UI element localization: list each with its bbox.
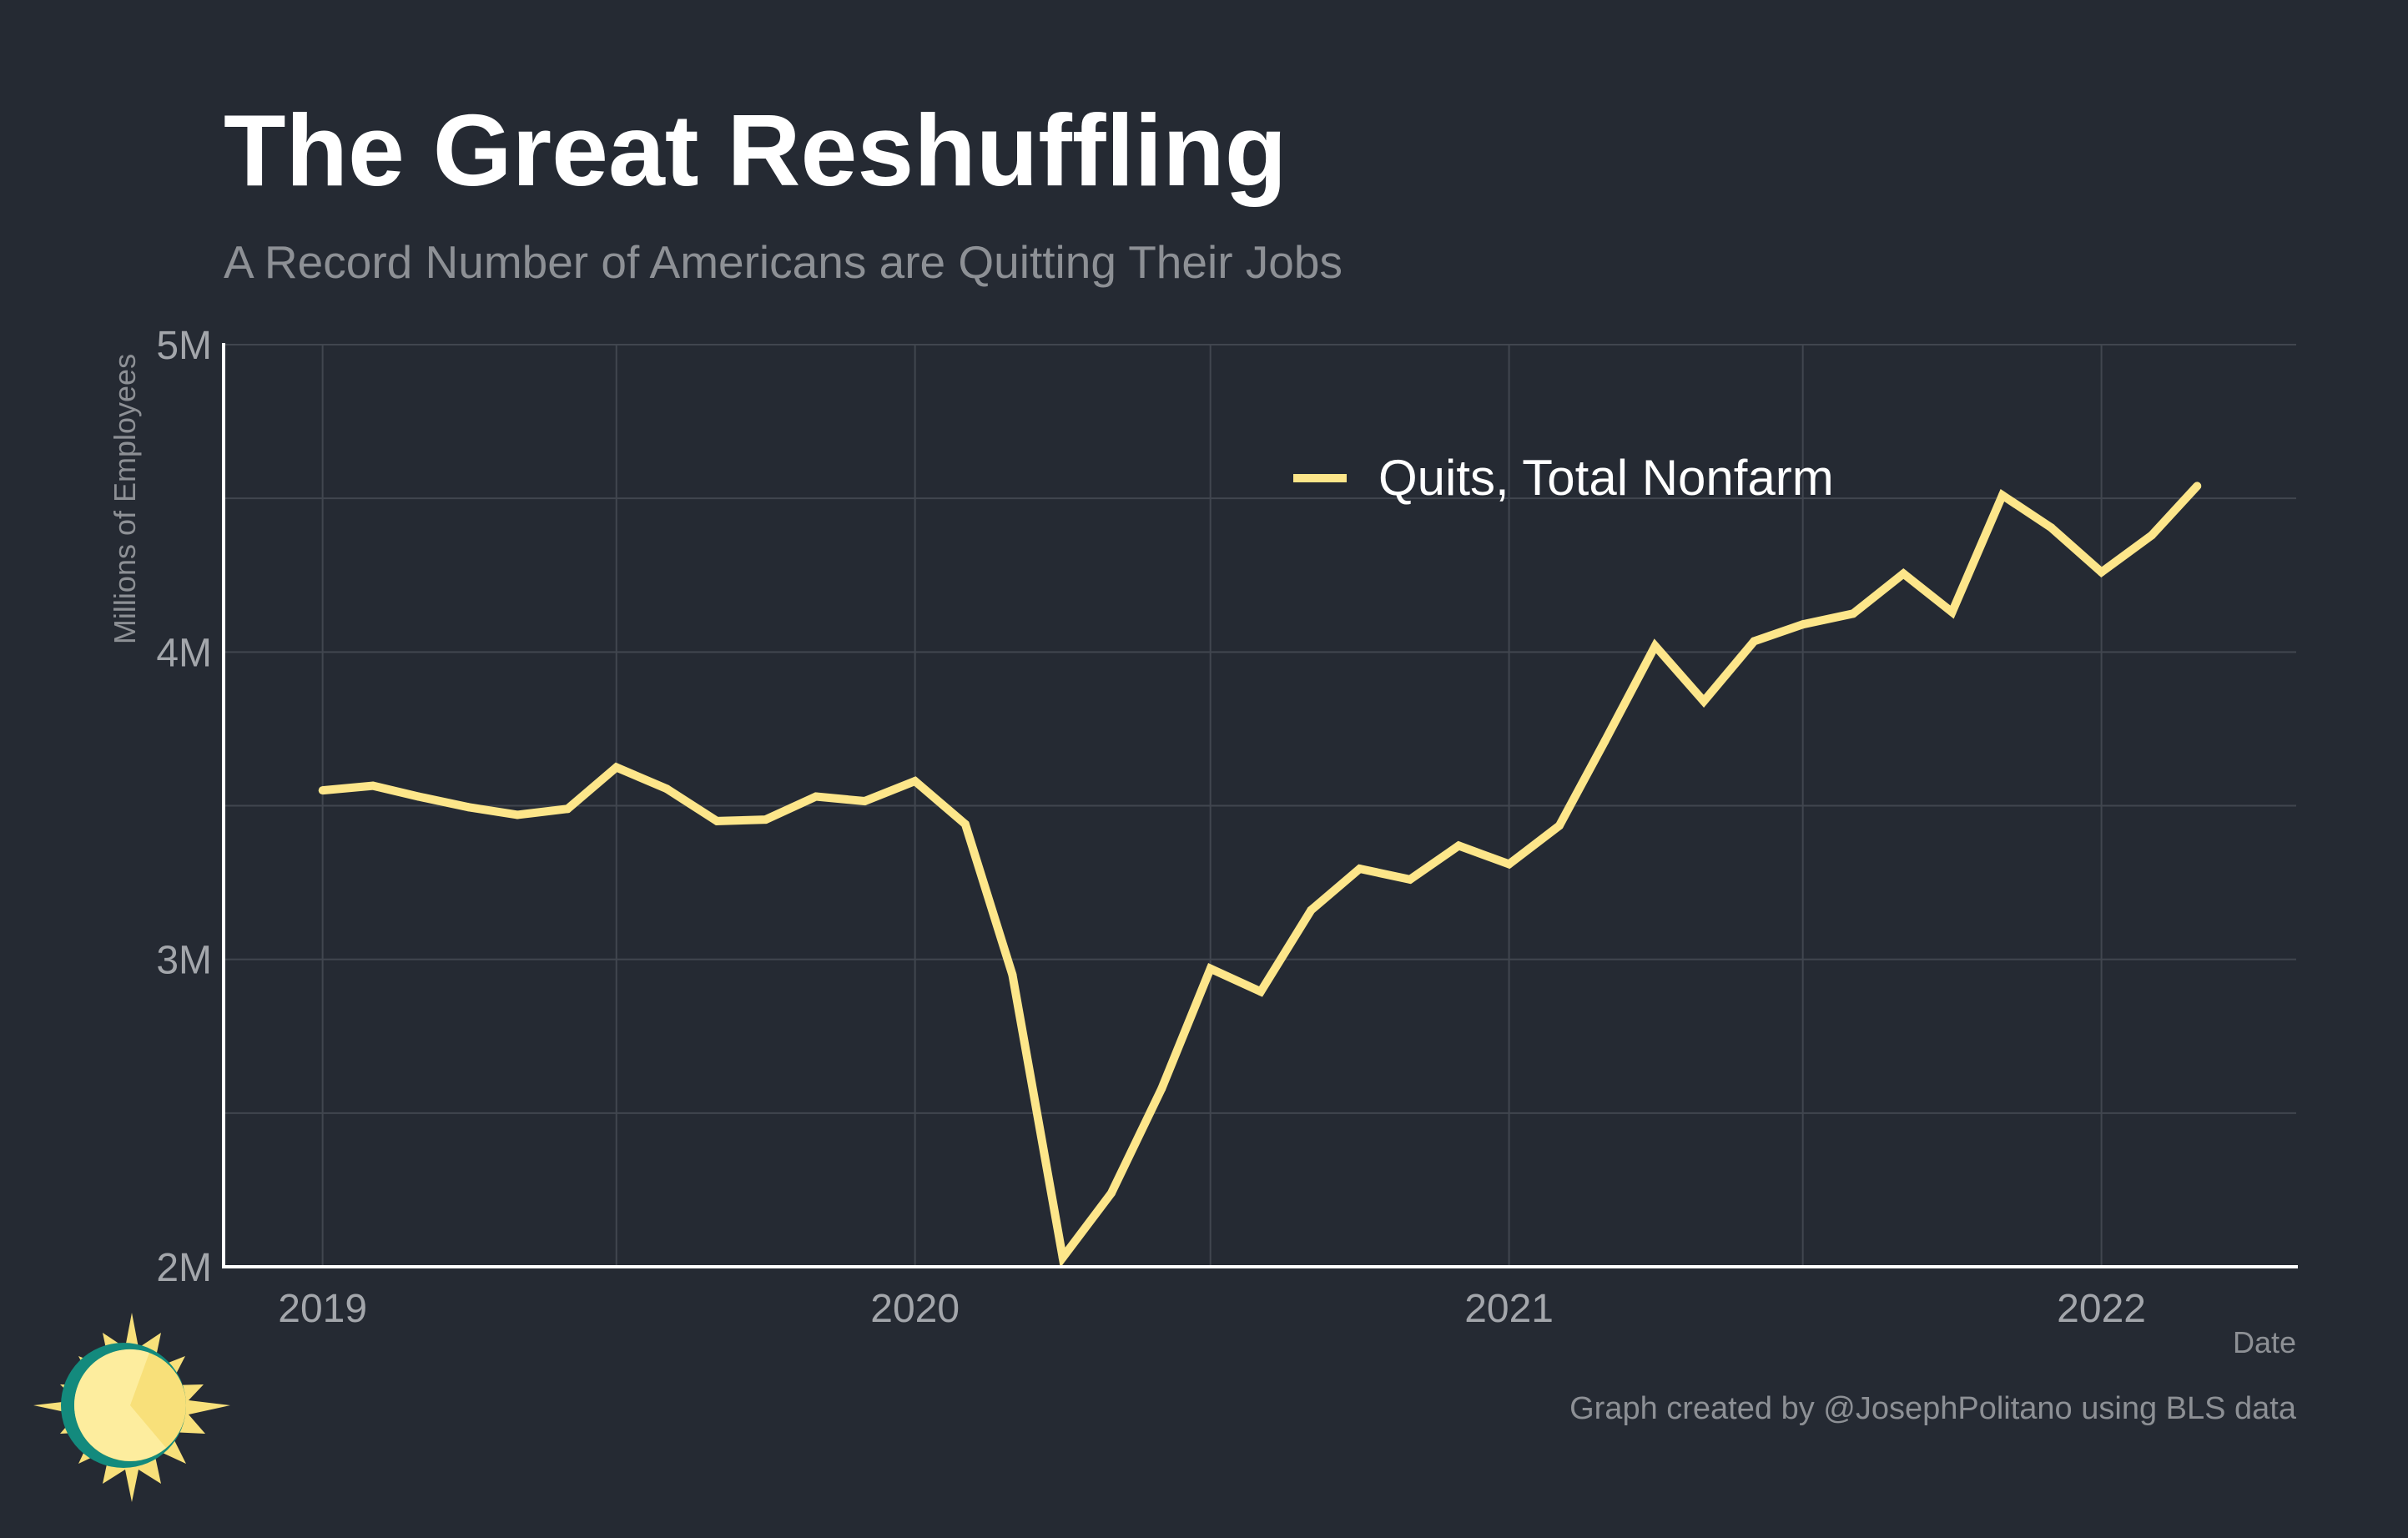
chart-subtitle: A Record Number of Americans are Quittin… <box>224 236 1343 288</box>
x-tick-label: 2022 <box>2057 1287 2146 1331</box>
data-point <box>1008 971 1017 980</box>
data-point <box>1700 697 1708 706</box>
data-point <box>2047 523 2056 532</box>
data-point <box>1750 637 1759 646</box>
data-point <box>1307 905 1316 915</box>
data-point <box>1355 865 1364 873</box>
data-point <box>464 803 473 812</box>
data-point <box>1454 841 1463 850</box>
data-point <box>812 792 820 801</box>
y-tick-label: 5M <box>156 324 212 368</box>
data-point <box>1849 609 1857 618</box>
data-point <box>2097 567 2106 577</box>
data-point <box>2193 482 2202 491</box>
x-axis-title: Date <box>2233 1325 2296 1359</box>
data-point <box>1107 1188 1116 1198</box>
data-point <box>1600 737 1610 746</box>
data-point <box>662 784 671 794</box>
y-tick-label: 2M <box>156 1246 212 1290</box>
data-point <box>910 777 919 785</box>
data-point <box>1504 860 1514 869</box>
data-point <box>414 792 423 801</box>
data-point <box>612 763 621 772</box>
data-point <box>1947 608 1957 617</box>
data-point <box>513 810 522 819</box>
data-point <box>1650 642 1660 650</box>
data-point <box>761 815 770 824</box>
x-tick-labels: 2019 2020 2021 2022 <box>278 1287 2146 1331</box>
chart-title: The Great Reshuffling <box>224 93 1287 207</box>
x-tick-label: 2020 <box>870 1287 960 1331</box>
legend: Quits, Total Nonfarm <box>1293 450 1834 506</box>
data-point <box>369 781 377 790</box>
gridlines <box>224 344 2296 1267</box>
x-tick-label: 2021 <box>1464 1287 1554 1331</box>
data-point <box>960 819 970 829</box>
data-point <box>1405 875 1414 884</box>
data-point <box>318 786 327 795</box>
data-point <box>1554 821 1564 830</box>
x-tick-label: 2019 <box>278 1287 367 1331</box>
sun-clock-logo-icon <box>33 1313 230 1502</box>
y-axis-title: Millions of Employees <box>108 354 142 644</box>
caption: Graph created by @JosephPolitano using B… <box>1569 1391 2297 1426</box>
data-point <box>1058 1253 1067 1262</box>
data-point <box>1157 1084 1166 1093</box>
data-point <box>1899 569 1908 578</box>
series-layer <box>318 482 2202 1268</box>
series-line <box>322 483 2200 1268</box>
y-tick-label: 3M <box>156 939 212 983</box>
data-point <box>713 816 722 825</box>
data-point <box>563 804 572 814</box>
data-point <box>1798 620 1807 629</box>
data-point <box>2147 531 2156 540</box>
data-point <box>860 797 869 805</box>
data-point <box>1206 964 1215 973</box>
data-point <box>1997 491 2007 500</box>
y-tick-label: 4M <box>156 631 212 675</box>
legend-label: Quits, Total Nonfarm <box>1378 450 1834 506</box>
y-tick-labels: 2M 3M 4M 5M <box>156 324 212 1290</box>
data-point <box>1257 987 1265 996</box>
